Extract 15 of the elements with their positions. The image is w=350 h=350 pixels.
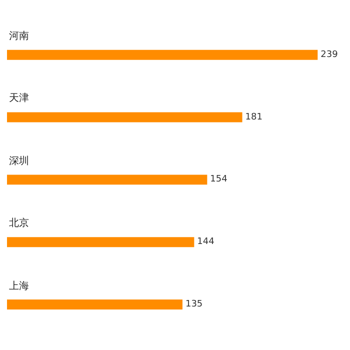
y-tick-label: 天津: [9, 92, 29, 104]
bar: [7, 300, 182, 310]
bar: [7, 50, 318, 60]
y-tick-label: 河南: [9, 30, 29, 42]
bar: [7, 112, 242, 122]
data-label: 181: [245, 112, 262, 122]
bar: [7, 174, 208, 185]
data-label: 135: [185, 300, 203, 310]
y-tick-label: 上海: [9, 280, 29, 292]
bar: [7, 237, 194, 248]
y-tick-label: 深圳: [9, 155, 29, 167]
data-label: 239: [320, 50, 338, 60]
y-tick-label: 北京: [9, 217, 29, 229]
data-label: 144: [197, 237, 215, 248]
data-label: 154: [210, 174, 228, 185]
